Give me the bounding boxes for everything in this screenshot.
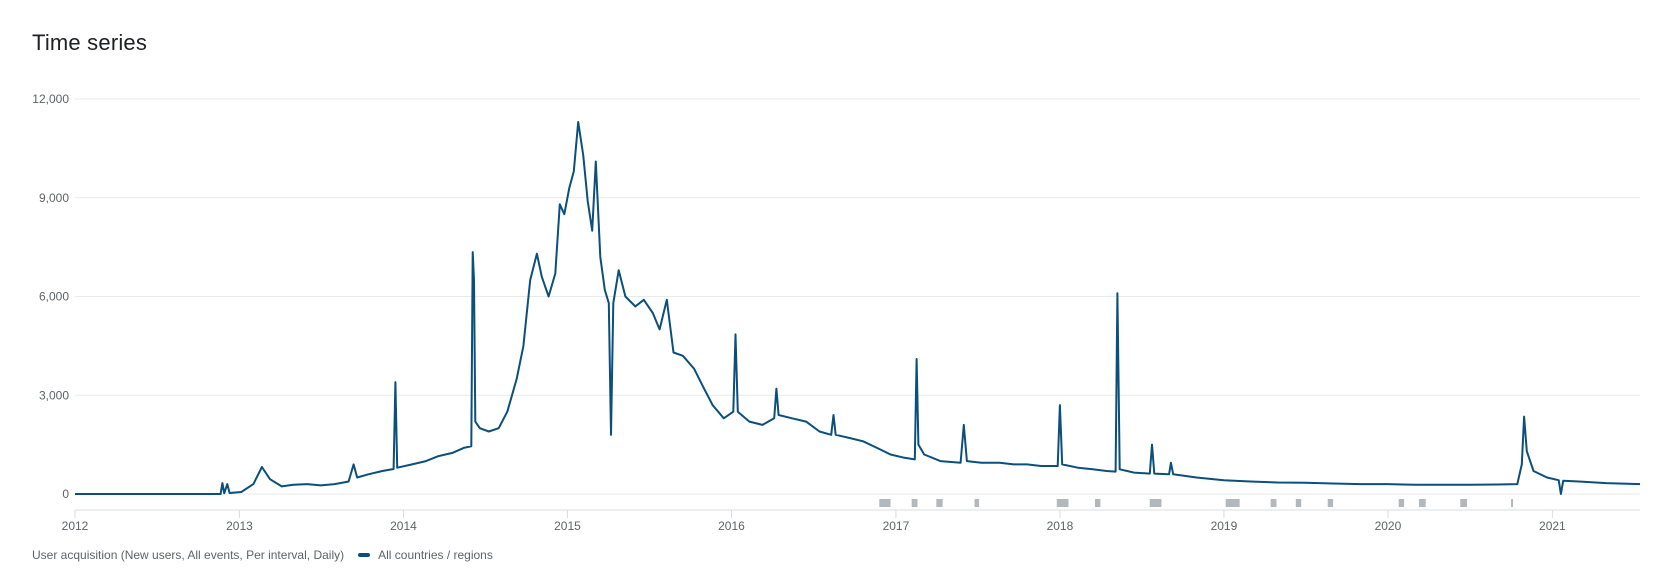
x-tick-label: 2014: [390, 519, 417, 533]
x-tick-label: 2016: [718, 519, 745, 533]
y-tick-label: 9,000: [39, 191, 69, 205]
x-tick-label: 2013: [226, 519, 253, 533]
annotation-marker: [1398, 499, 1405, 507]
annotation-markers: [879, 499, 1514, 507]
page-title: Time series: [32, 30, 148, 55]
legend-series-swatch: [358, 553, 371, 557]
x-tick-label: 2019: [1211, 519, 1238, 533]
annotation-marker: [1270, 499, 1277, 507]
x-tick-label: 2018: [1047, 519, 1074, 533]
annotation-marker: [911, 499, 918, 507]
y-tick-label: 0: [62, 487, 69, 501]
chart-legend: User acquisition (New users, All events,…: [32, 548, 493, 562]
annotation-marker: [1460, 499, 1468, 507]
x-tick-label: 2015: [554, 519, 581, 533]
legend-metric-label: User acquisition (New users, All events,…: [32, 548, 345, 562]
annotation-marker: [1149, 499, 1162, 507]
legend-series-label[interactable]: All countries / regions: [378, 548, 493, 562]
y-tick-label: 12,000: [32, 92, 69, 106]
annotation-marker: [1295, 499, 1302, 507]
annotation-marker: [1418, 499, 1426, 507]
annotation-marker: [1056, 499, 1069, 507]
y-tick-label: 6,000: [39, 290, 69, 304]
annotation-marker: [1094, 499, 1101, 507]
x-tick-label: 2021: [1539, 519, 1566, 533]
x-tick-label: 2012: [62, 519, 89, 533]
y-axis-ticks: 0 3,000 6,000 9,000 12,000: [32, 92, 69, 501]
y-tick-label: 3,000: [39, 388, 69, 402]
annotation-marker: [974, 499, 980, 507]
x-tick-label: 2017: [883, 519, 910, 533]
annotation-marker: [1225, 499, 1240, 507]
annotation-marker: [1511, 499, 1514, 507]
annotation-marker: [879, 499, 891, 507]
annotation-marker: [936, 499, 943, 507]
annotation-marker: [1327, 499, 1334, 507]
series-lines: [75, 121, 1641, 495]
x-axis-ticks: 2012 2013 2014 2015 2016 2017 2018 2019 2020 2021: [62, 510, 1566, 533]
grid-lines: [75, 98, 1640, 511]
series-line: [75, 121, 1641, 495]
x-tick-label: 2020: [1375, 519, 1402, 533]
